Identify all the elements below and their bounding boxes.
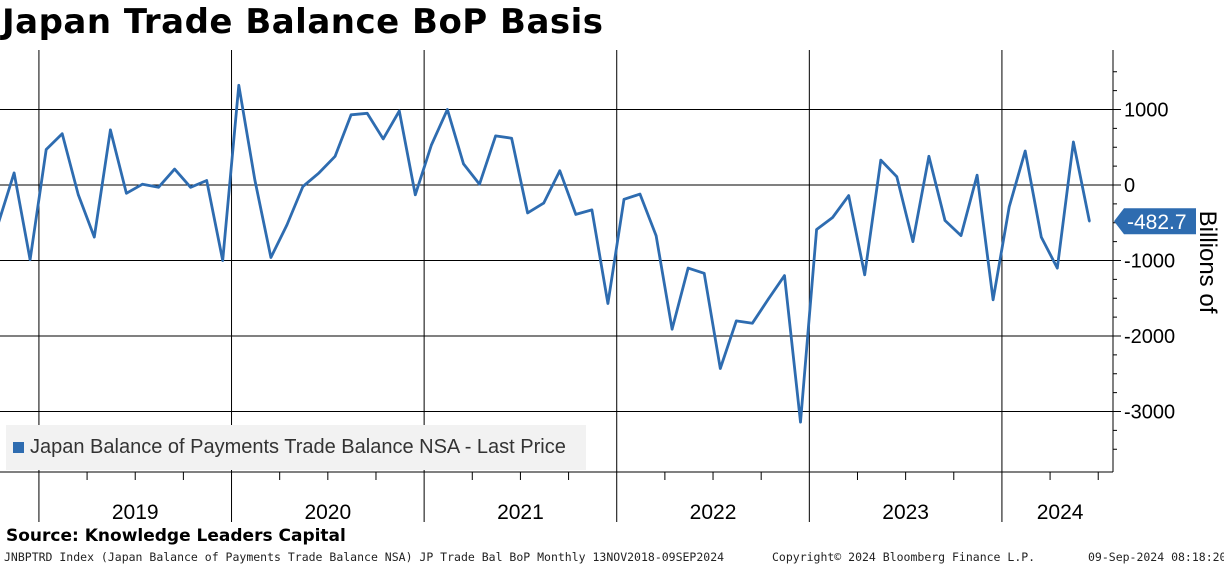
data-point — [494, 134, 497, 138]
data-point — [670, 328, 674, 331]
legend-label: Japan Balance of Payments Trade Balance … — [30, 436, 566, 458]
data-point — [510, 136, 513, 140]
data-point — [847, 194, 850, 197]
data-point — [783, 274, 786, 277]
data-point — [157, 186, 160, 189]
data-point — [205, 179, 208, 182]
data-point — [911, 240, 915, 243]
data-point — [815, 228, 818, 231]
data-point — [1072, 140, 1075, 144]
data-point — [382, 137, 385, 141]
data-point — [44, 148, 48, 151]
data-point — [430, 143, 433, 147]
x-year-label: 2024 — [1037, 501, 1084, 524]
data-point — [301, 185, 305, 188]
data-point — [125, 192, 128, 195]
data-point — [686, 266, 690, 270]
line-layer — [0, 83, 1091, 424]
data-point — [93, 235, 96, 239]
data-point — [638, 192, 642, 196]
legend-swatch — [13, 442, 24, 453]
data-point — [879, 158, 882, 162]
data-point — [606, 302, 610, 305]
legend: Japan Balance of Payments Trade Balance … — [6, 425, 586, 470]
data-point — [719, 367, 722, 370]
data-point — [927, 155, 931, 158]
data-point — [253, 178, 256, 181]
data-point — [1040, 235, 1043, 239]
footer-copyright: Copyright© 2024 Bloomberg Finance L.P. — [772, 550, 1036, 564]
data-point — [751, 321, 754, 325]
data-point — [558, 169, 561, 172]
data-point — [735, 319, 738, 323]
data-point — [141, 183, 144, 186]
footer-index-info: JNBPTRD Index (Japan Balance of Payments… — [4, 550, 725, 564]
data-point — [622, 198, 626, 201]
y-tick-label: 1000 — [1124, 100, 1169, 122]
series-line — [0, 83, 1091, 424]
data-point — [221, 259, 224, 262]
data-point — [975, 173, 979, 177]
data-point — [1056, 266, 1059, 270]
data-point — [831, 216, 834, 219]
data-point — [703, 272, 706, 275]
data-point — [526, 211, 529, 215]
x-year-label: 2019 — [112, 501, 159, 524]
data-point — [28, 258, 32, 261]
data-point — [654, 234, 658, 237]
y-tick-label: -2000 — [1124, 326, 1175, 348]
x-year-label: 2023 — [882, 501, 929, 524]
x-year-label: 2021 — [497, 501, 544, 524]
data-point — [863, 273, 866, 277]
data-point — [109, 128, 112, 132]
axis-layer: 1000 0 -1000 -2000 -3000 2019 2020 2021 2022 2023… — [0, 50, 1196, 524]
data-point — [767, 297, 770, 301]
data-point — [895, 175, 898, 178]
data-point — [189, 186, 192, 189]
grid-layer — [0, 50, 1113, 522]
data-point — [365, 112, 369, 115]
data-point — [269, 256, 273, 259]
data-point — [478, 183, 481, 186]
data-point — [1023, 149, 1027, 153]
data-point — [574, 213, 577, 216]
data-point — [943, 219, 947, 222]
data-point — [173, 167, 176, 171]
data-point — [414, 193, 417, 197]
data-point — [349, 113, 353, 116]
data-point — [317, 171, 321, 175]
x-year-label: 2020 — [304, 501, 351, 524]
data-point — [799, 420, 802, 424]
data-point — [237, 84, 240, 87]
data-point — [959, 234, 963, 237]
y-tick-label: -1000 — [1124, 251, 1175, 273]
source-note: Source: Knowledge Leaders Capital — [6, 526, 346, 546]
data-point — [542, 201, 545, 205]
data-point — [590, 208, 594, 212]
data-point — [333, 155, 337, 158]
data-point — [462, 162, 465, 166]
y-axis-label: Billions of — [1194, 211, 1221, 314]
data-point — [1007, 205, 1011, 209]
data-point — [61, 132, 64, 135]
data-point — [446, 108, 449, 111]
data-point — [285, 223, 289, 227]
x-year-label: 2022 — [690, 501, 737, 524]
chart-title: Japan Trade Balance BoP Basis — [2, 2, 604, 42]
data-point — [12, 171, 16, 175]
data-point — [991, 298, 995, 301]
y-tick-label: -3000 — [1124, 402, 1175, 424]
last-value-label: -482.7 — [1127, 211, 1187, 234]
footer-timestamp: 09-Sep-2024 08:18:20 — [1088, 550, 1224, 564]
data-point — [398, 109, 401, 113]
data-point — [1088, 220, 1091, 223]
data-point — [77, 193, 80, 197]
y-tick-label: 0 — [1124, 175, 1135, 197]
last-value-marker — [1114, 208, 1196, 235]
